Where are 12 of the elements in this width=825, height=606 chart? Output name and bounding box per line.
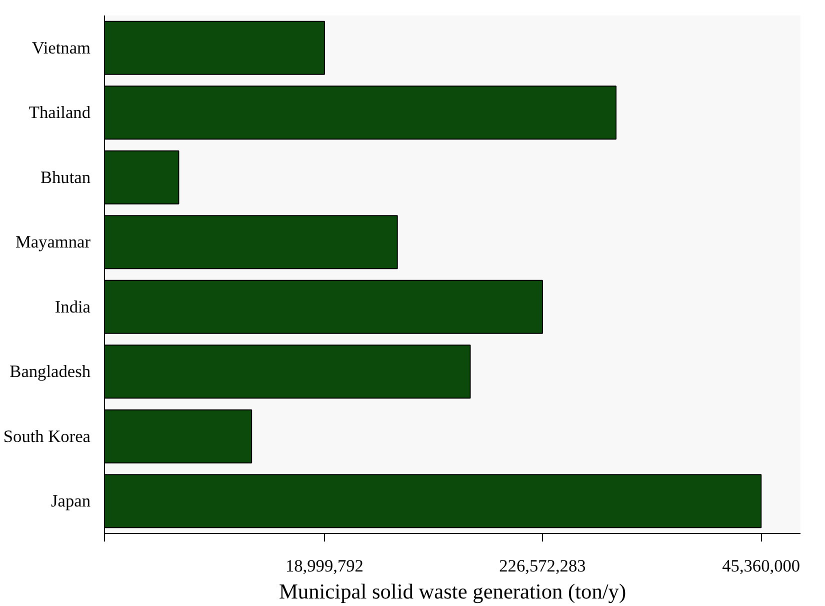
y-tick-label: South Korea bbox=[3, 426, 91, 446]
y-tick-label: Mayamnar bbox=[15, 232, 91, 252]
y-tick-label: Japan bbox=[51, 492, 91, 511]
annotation: 18,999,792 bbox=[285, 556, 364, 576]
y-tick-label: Thailand bbox=[28, 103, 91, 122]
x-axis-title: Municipal solid waste generation (ton/y) bbox=[278, 580, 626, 604]
annotation: 45,360,000 bbox=[722, 556, 800, 576]
annotation: 226,572,283 bbox=[499, 556, 586, 576]
y-tick-label: Vietnam bbox=[32, 38, 92, 58]
y-tick-label: Bangladesh bbox=[10, 362, 91, 382]
y-tick-label: Bhutan bbox=[40, 168, 91, 187]
y-tick-label: India bbox=[54, 297, 91, 316]
